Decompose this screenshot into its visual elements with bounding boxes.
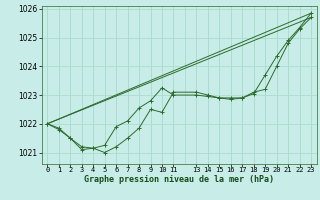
X-axis label: Graphe pression niveau de la mer (hPa): Graphe pression niveau de la mer (hPa) bbox=[84, 175, 274, 184]
